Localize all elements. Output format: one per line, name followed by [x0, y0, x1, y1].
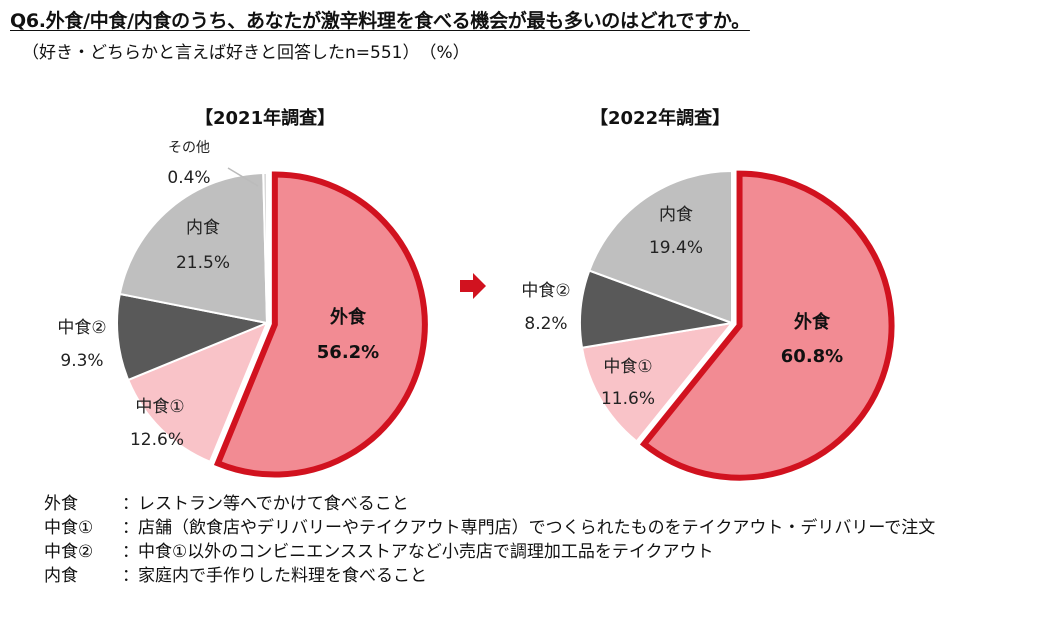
- legend-row-gaishoku: 外食 ： レストラン等へでかけて食べること: [44, 492, 935, 516]
- legend-key: 外食: [44, 494, 78, 514]
- sample-note: （好き・どちらかと言えば好きと回答したn=551） （%）: [22, 43, 470, 63]
- legend-row-uchishoku: 内食 ： 家庭内で手作りした料理を食べること: [44, 564, 935, 588]
- label-name-nakashoku1-0: 中食①: [135, 397, 184, 417]
- label-value-uchishoku-0: 21.5%: [176, 253, 230, 273]
- label-name-uchishoku-1: 内食: [659, 205, 693, 225]
- label-name-nakashoku1-1: 中食①: [603, 357, 652, 377]
- slice-gaishoku-1: [639, 170, 895, 481]
- right-arrow-icon: [460, 273, 486, 299]
- slice-nakashoku1-0: [126, 321, 269, 464]
- label-value-nakashoku2-0: 9.3%: [60, 351, 103, 371]
- label-name-nakashoku2-0: 中食②: [57, 318, 106, 338]
- legend-sep: ：: [122, 542, 139, 562]
- slice-nakashoku1-1: [580, 321, 735, 443]
- slice-uchishoku-1: [588, 169, 733, 325]
- question-title: Q6.外食/中食/内食のうち、あなたが激辛料理を食べる機会が最も多いのはどれです…: [10, 10, 750, 32]
- legend-row-nakashoku1: 中食① ： 店舗（飲食店やデリバリーやテイクアウト専門店）でつくられたものをテイ…: [44, 516, 935, 540]
- legend-desc: 店舗（飲食店やデリバリーやテイクアウト専門店）でつくられたものをテイクアウト・デ…: [138, 518, 936, 538]
- chart-title-2021: 【2021年調査】: [195, 108, 336, 129]
- label-value-nakashoku2-1: 8.2%: [524, 314, 567, 334]
- slice-uchishoku-0: [118, 172, 269, 325]
- legend-key: 中食②: [44, 542, 94, 562]
- label-value-nakashoku1-0: 12.6%: [130, 430, 184, 450]
- legend: 外食 ： レストラン等へでかけて食べること 中食① ： 店舗（飲食店やデリバリー…: [44, 492, 935, 588]
- label-value-nakashoku1-1: 11.6%: [601, 389, 655, 409]
- label-name-gaishoku-1: 外食: [794, 311, 831, 333]
- chart-title-2022: 【2022年調査】: [590, 108, 731, 129]
- label-name-gaishoku-0: 外食: [330, 306, 367, 328]
- pie-2022: [579, 169, 895, 481]
- legend-desc: 家庭内で手作りした料理を食べること: [138, 566, 427, 586]
- legend-sep: ：: [122, 494, 139, 514]
- slice-gaishoku-0: [213, 171, 428, 478]
- slice-nakashoku2-0: [116, 292, 271, 382]
- label-name-other-0: その他: [168, 140, 210, 156]
- label-value-other-0: 0.4%: [167, 168, 210, 188]
- legend-sep: ：: [122, 566, 139, 586]
- legend-desc: レストラン等へでかけて食べること: [138, 494, 409, 514]
- legend-key: 内食: [44, 566, 78, 586]
- leader-line-other: [227, 167, 259, 187]
- legend-desc: 中食①以外のコンビニエンスストアなど小売店で調理加工品をテイクアウト: [138, 542, 714, 562]
- slice-other-0: [262, 171, 268, 324]
- label-value-gaishoku-1: 60.8%: [781, 346, 843, 367]
- label-name-uchishoku-0: 内食: [186, 218, 220, 238]
- label-name-nakashoku2-1: 中食②: [521, 281, 570, 301]
- legend-row-nakashoku2: 中食② ： 中食①以外のコンビニエンスストアなど小売店で調理加工品をテイクアウト: [44, 540, 935, 564]
- legend-key: 中食①: [44, 518, 94, 538]
- pie-labels: 外食 56.2% 中食① 12.6% 中食② 9.3% 内食 21.5% その他 0.4% 外食 60…: [57, 140, 843, 450]
- pie-2021: [116, 171, 428, 478]
- label-value-gaishoku-0: 56.2%: [317, 342, 379, 363]
- label-value-uchishoku-1: 19.4%: [649, 238, 703, 258]
- legend-sep: ：: [122, 518, 139, 538]
